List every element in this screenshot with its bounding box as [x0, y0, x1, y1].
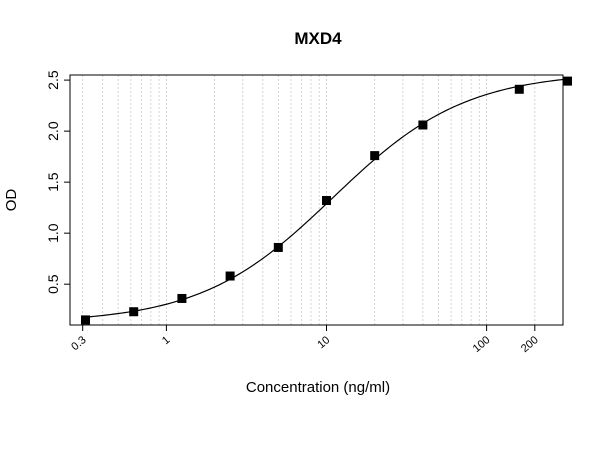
- y-tick-label: 0.5: [45, 274, 61, 294]
- y-tick-label: 2.0: [45, 121, 61, 141]
- data-point: [514, 84, 524, 94]
- data-point: [562, 76, 572, 86]
- y-tick-label: 1.0: [45, 223, 61, 243]
- x-tick-label: 1: [160, 334, 172, 347]
- data-point: [273, 242, 283, 252]
- x-axis: 0.3 1 10 100 200: [69, 325, 541, 355]
- y-axis: 0.5 1.0 1.5 2.0 2.5: [45, 70, 70, 294]
- y-tick-label: 1.5: [45, 172, 61, 192]
- data-point: [81, 315, 91, 325]
- data-point: [129, 307, 139, 317]
- data-point: [177, 293, 187, 303]
- data-point: [418, 120, 428, 130]
- grid-lines: [82, 75, 564, 325]
- x-tick-label: 100: [471, 334, 493, 355]
- x-tick-label: 0.3: [69, 334, 88, 353]
- data-point: [225, 271, 235, 281]
- x-tick-label: 200: [519, 334, 541, 355]
- y-axis-label: OD: [3, 189, 20, 212]
- y-tick-label: 2.5: [45, 70, 61, 90]
- x-axis-label: Concentration (ng/ml): [246, 379, 390, 396]
- x-tick-label: 10: [315, 334, 332, 351]
- data-point: [322, 196, 332, 206]
- plot-frame: [69, 74, 564, 326]
- chart-title: MXD4: [294, 29, 342, 48]
- data-point: [370, 151, 380, 161]
- data-points: [81, 76, 572, 325]
